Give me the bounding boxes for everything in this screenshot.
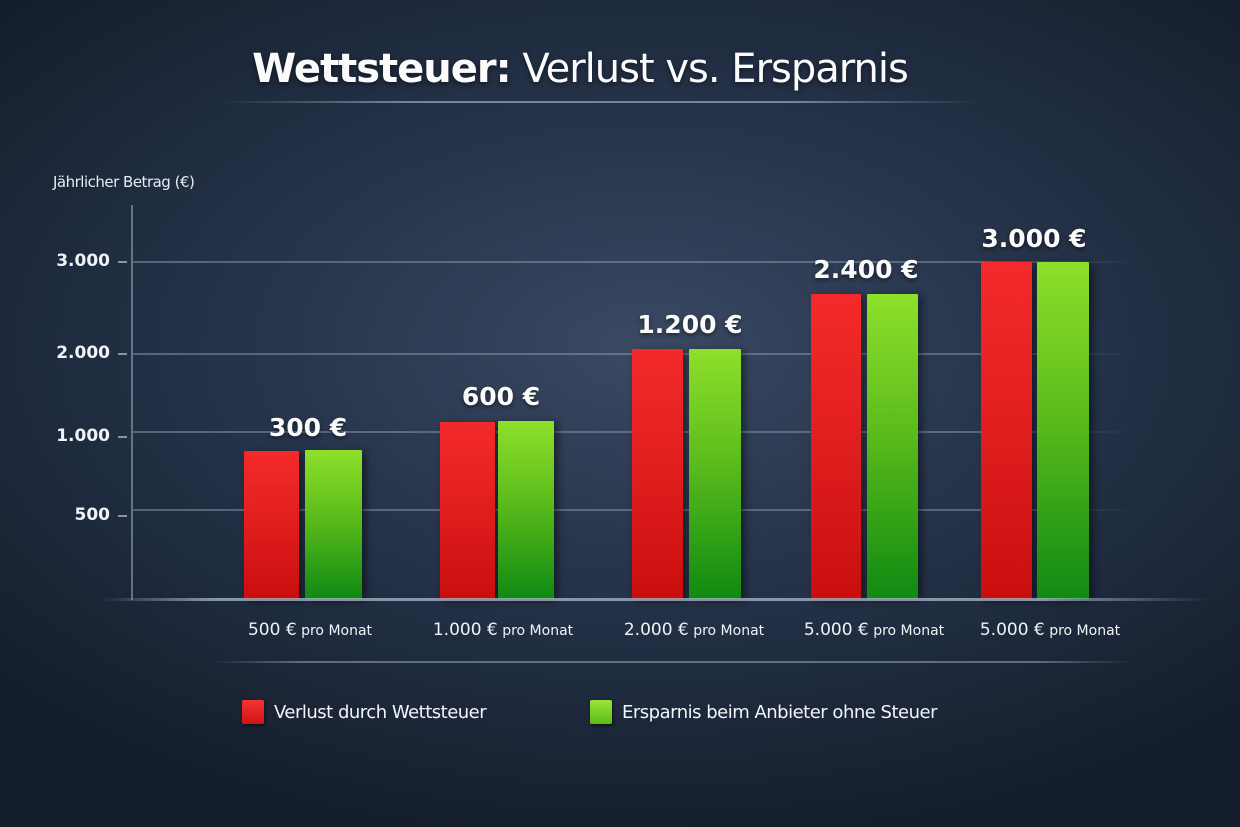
x-axis-baseline — [100, 598, 1210, 601]
category-divider — [210, 661, 1130, 663]
tick-mark — [118, 353, 127, 355]
data-label-group-2: 600 € — [461, 382, 541, 411]
category-label-2: 1.000 € pro Monat — [432, 620, 574, 640]
title-divider — [220, 101, 980, 103]
bar-loss-group-2 — [440, 422, 495, 599]
data-label-group-1: 300 € — [268, 413, 348, 442]
category-label-3: 2.000 € pro Monat — [623, 620, 765, 640]
y-tick-label: 3.000 — [56, 251, 110, 271]
legend-swatch-red-icon — [242, 700, 264, 724]
y-tick-label: 2.000 — [56, 343, 110, 363]
bar-savings-group-3 — [689, 349, 741, 599]
title-bold-part: Wettsteuer: — [252, 46, 511, 92]
tick-mark — [118, 515, 127, 517]
bar-loss-group-5 — [981, 262, 1032, 599]
legend-label-loss: Verlust durch Wettsteuer — [274, 701, 487, 723]
gridline-3000 — [133, 261, 1133, 263]
data-label-group-4: 2.400 € — [813, 255, 919, 284]
legend-swatch-green-icon — [590, 700, 612, 724]
legend-label-savings: Ersparnis beim Anbieter ohne Steuer — [622, 701, 938, 723]
y-axis-label: Jährlicher Betrag (€) — [53, 173, 195, 191]
bar-loss-group-1 — [244, 451, 299, 599]
bar-savings-group-1 — [305, 450, 362, 599]
y-tick-label: 500 — [74, 505, 111, 525]
legend-item-savings: Ersparnis beim Anbieter ohne Steuer — [590, 700, 938, 724]
data-label-group-5: 3.000 € — [981, 224, 1087, 253]
tick-mark — [118, 436, 127, 438]
category-label-5: 5.000 € pro Monat — [979, 620, 1121, 640]
category-label-1: 500 € pro Monat — [247, 620, 373, 640]
bar-loss-group-3 — [632, 349, 683, 599]
tick-mark — [118, 261, 127, 263]
legend-item-loss: Verlust durch Wettsteuer — [242, 700, 487, 724]
bar-savings-group-4 — [867, 294, 918, 599]
chart-title: Wettsteuer: Verlust vs. Ersparnis — [0, 46, 1160, 92]
bar-savings-group-2 — [498, 421, 554, 599]
bar-loss-group-4 — [811, 294, 861, 599]
data-label-group-3: 1.200 € — [637, 310, 743, 339]
title-rest-part: Verlust vs. Ersparnis — [510, 46, 908, 92]
y-tick-label: 1.000 — [56, 426, 110, 446]
category-label-4: 5.000 € pro Monat — [803, 620, 945, 640]
y-axis-line — [131, 205, 133, 600]
bar-savings-group-5 — [1037, 262, 1089, 599]
